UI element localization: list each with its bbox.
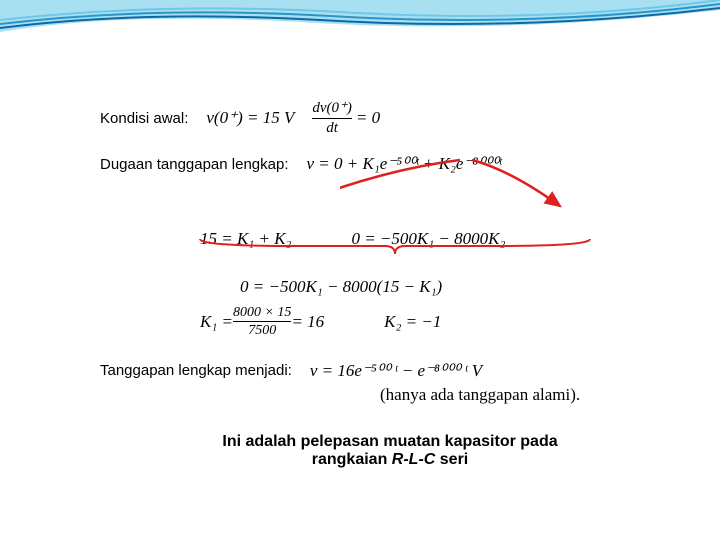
result-label: Tanggapan lengkap menjadi: bbox=[100, 362, 292, 379]
eq-sys1: 15 = K₁ + K₂ bbox=[200, 229, 291, 249]
eq-result-note: (hanya ada tanggapan alami). bbox=[380, 385, 580, 404]
guess-label: Dugaan tanggapan lengkap: bbox=[100, 156, 289, 173]
eq-ic-dvdt: dv(0⁺) dt = 0 bbox=[312, 100, 380, 136]
constants-row: K₁ = 8000 × 15 7500 = 16 K₂ = −1 bbox=[200, 305, 680, 339]
eq-ic-v: v(0⁺) = 15 V bbox=[206, 108, 294, 128]
closing-statement: Ini adalah pelepasan muatan kapasitor pa… bbox=[100, 433, 680, 469]
result-row: Tanggapan lengkap menjadi: v = 16e⁻⁵⁰⁰ ᵗ… bbox=[100, 361, 680, 381]
eq-k2: K₂ = −1 bbox=[384, 312, 441, 332]
eq-k1: K₁ = 8000 × 15 7500 = 16 bbox=[200, 305, 324, 339]
eq-result: v = 16e⁻⁵⁰⁰ ᵗ − e⁻⁸⁰⁰⁰ ᵗ V bbox=[310, 361, 482, 381]
eq-subst: 0 = −500K₁ − 8000(15 − K₁) bbox=[240, 277, 442, 296]
eq-sys2: 0 = −500K₁ − 8000K₂ bbox=[351, 229, 505, 249]
initial-conditions-row: Kondisi awal: v(0⁺) = 15 V dv(0⁺) dt = 0 bbox=[100, 100, 680, 136]
eq-guess: v = 0 + K₁e⁻⁵⁰⁰ᵗ + K₂e⁻⁸⁰⁰⁰ᵗ bbox=[307, 154, 502, 174]
guess-response-row: Dugaan tanggapan lengkap: v = 0 + K₁e⁻⁵⁰… bbox=[100, 154, 680, 174]
system-equations-row: 15 = K₁ + K₂ 0 = −500K₁ − 8000K₂ bbox=[200, 229, 680, 249]
initial-cond-label: Kondisi awal: bbox=[100, 110, 188, 127]
